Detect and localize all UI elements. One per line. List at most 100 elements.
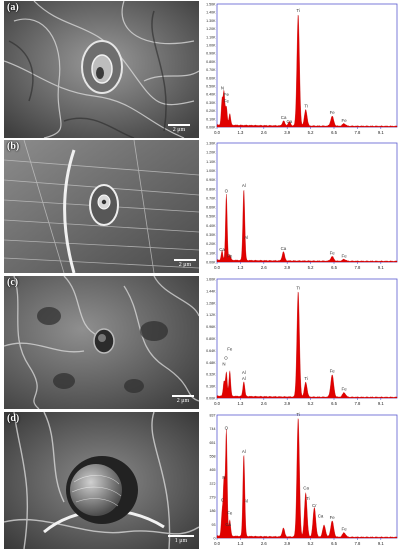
y-tick-label-b: 1.20K [206,151,216,155]
y-tick-label-a: 0.00K [206,126,216,130]
y-tick-label-d: 93 [212,523,216,527]
y-tick-label-a: 0.60K [206,76,216,80]
y-tick-label-a: 1.50K [206,3,216,7]
eds-spectrum-a: 0.00K 0.10K 0.20K 0.30K 0.40K 0.50K 0.60K 0.70K… [201,1,400,138]
x-tick-label-a: 1.3 [237,130,243,135]
element-label-a: N [221,85,224,90]
y-tick-label-b: 0.10K [206,251,216,255]
y-tick-label-a: 0.40K [206,93,216,97]
figure-row-b: (b) 2 μm 0.00K 0.10K 0.20K 0.30K 0.40K 0.50K 0… [0,140,404,273]
x-tick-label-a: 7.8 [354,130,360,135]
eds-spectrum-d: 0 93 186 279 372 465 558 651 744 837 0.0 1.3 2.6 3.9 5… [201,412,400,549]
y-tick-label-c: 0.80K [206,337,216,341]
scale-bar-d: 1 μm [168,535,194,544]
y-tick-label-d: 744 [210,427,216,431]
y-tick-label-a: 0.90K [206,52,216,56]
y-tick-label-a: 0.20K [206,109,216,113]
y-tick-label-b: 0.00K [206,261,216,265]
y-tick-label-b: 0.30K [206,233,216,237]
x-tick-label-a: 6.5 [331,130,337,135]
y-tick-label-a: 1.30K [206,19,216,23]
x-tick-label-a: 9.1 [378,130,384,135]
x-tick-label-c: 6.5 [331,401,337,406]
element-label-c: N [222,361,225,366]
y-tick-label-c: 0.00K [206,397,216,401]
x-tick-label-b: 6.5 [331,265,337,270]
y-tick-label-b: 0.60K [206,206,216,210]
scale-bar-line-c [172,395,194,397]
x-tick-label-b: 5.2 [308,265,314,270]
y-tick-label-d: 651 [210,441,216,445]
element-label-b: O [225,188,229,193]
y-tick-label-b: 0.20K [206,242,216,246]
element-label-a: Ca [287,119,293,124]
x-tick-label-b: 3.9 [284,265,290,270]
panel-label-b: (b) [7,141,20,152]
element-label-b: Al [244,235,248,240]
element-label-d: Fe [330,515,336,520]
x-tick-label-b: 7.8 [354,265,360,270]
element-label-d: Ca [225,522,231,527]
element-label-c: Fe [342,387,348,392]
element-label-d: Al [244,499,248,504]
spectrum-series-a [216,14,398,128]
element-label-c: Al [242,370,246,375]
scale-bar-label-a: 2 μm [172,127,186,133]
y-tick-label-c: 1.28K [206,301,216,305]
y-tick-label-d: 558 [210,455,216,459]
x-tick-label-d: 9.1 [378,541,384,546]
x-tick-label-c: 3.9 [284,401,290,406]
x-tick-label-d: 2.6 [261,541,267,546]
x-tick-label-c: 0.0 [214,401,220,406]
scale-bar-line-d [168,535,194,537]
element-label-d: Ca [303,486,309,491]
y-tick-label-b: 0.40K [206,224,216,228]
element-label-d: Ti [296,412,300,417]
element-label-b: Fe [330,251,336,256]
x-tick-label-a: 5.2 [308,130,314,135]
element-label-d: Fe [342,527,348,532]
element-label-d: Cr [312,503,317,508]
y-tick-label-a: 0.80K [206,60,216,64]
element-label-d: Ti [306,496,310,501]
x-tick-label-d: 1.3 [237,541,243,546]
x-tick-label-d: 3.9 [284,541,290,546]
scale-bar-c: 2 μm [172,395,194,404]
element-label-d: C [221,497,224,502]
x-tick-label-b: 9.1 [378,265,384,270]
element-label-a: Fe [224,92,230,97]
x-tick-label-c: 9.1 [378,401,384,406]
spectrum-series-b [216,190,398,263]
y-tick-label-c: 0.96K [206,325,216,329]
scale-bar-label-d: 1 μm [174,538,188,544]
x-tick-label-a: 2.6 [261,130,267,135]
y-tick-label-c: 1.44K [206,289,216,293]
sem-image-d: (d) 1 μm [4,412,199,549]
element-label-c: Al [242,376,246,381]
x-tick-label-c: 5.2 [308,401,314,406]
panel-label-d: (d) [7,413,20,424]
y-tick-label-a: 0.70K [206,68,216,72]
y-tick-label-a: 1.00K [206,44,216,48]
element-label-a: Ti [304,103,308,108]
element-label-a: Ti [296,8,300,13]
element-label-d: Al [242,449,246,454]
y-tick-label-b: 0.70K [206,196,216,200]
element-label-b: Ca [219,247,225,252]
x-tick-label-b: 0.0 [214,265,220,270]
figure-row-c: (c) 2 μm 0.00K 0.16K 0.32K 0.48K 0.64K 0.80K 0… [0,276,404,409]
y-tick-label-c: 0.64K [206,349,216,353]
element-label-c: O [224,355,228,360]
x-tick-label-b: 2.6 [261,265,267,270]
x-tick-label-c: 1.3 [237,401,243,406]
sem-image-c: (c) 2 μm [4,276,199,409]
y-tick-label-d: 186 [210,509,216,513]
x-tick-label-d: 5.2 [308,541,314,546]
element-label-c: Fe [330,369,336,374]
scale-bar-b: 2 μm [174,259,196,268]
scale-bar-label-b: 2 μm [178,262,192,268]
x-tick-label-d: 6.5 [331,541,337,546]
y-tick-label-b: 0.80K [206,187,216,191]
eds-spectrum-c: 0.00K 0.16K 0.32K 0.48K 0.64K 0.80K 0.96K 1.12K… [201,276,400,409]
x-tick-label-a: 3.9 [284,130,290,135]
